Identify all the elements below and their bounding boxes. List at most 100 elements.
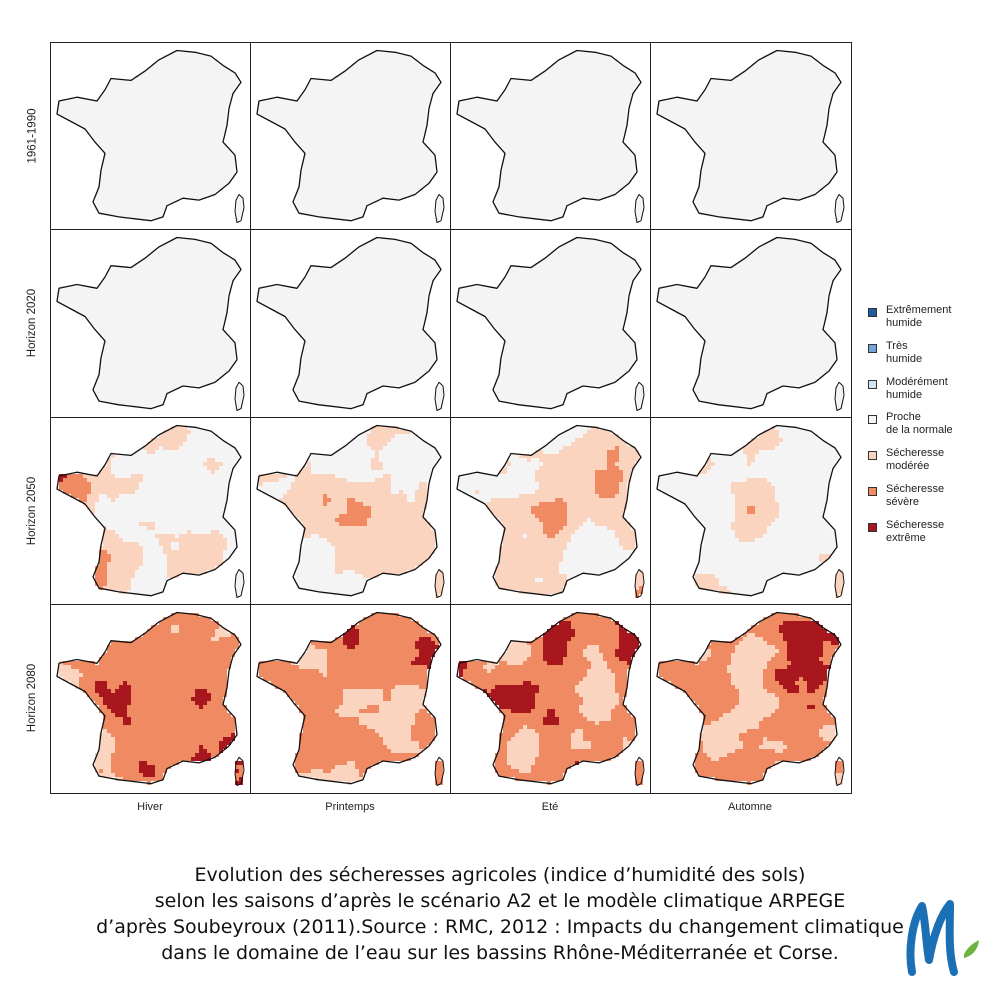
corsica-outline bbox=[634, 569, 645, 598]
soil-moisture-cells bbox=[59, 613, 243, 785]
france-outline bbox=[656, 424, 842, 597]
legend-label: Sécheresse extrême bbox=[886, 519, 996, 545]
france-map bbox=[656, 611, 845, 786]
corsica-outline bbox=[834, 569, 845, 598]
legend-swatch bbox=[868, 415, 877, 425]
france-outline bbox=[56, 611, 242, 785]
map-panel bbox=[651, 230, 851, 418]
legend-label-line-2: de la normale bbox=[886, 424, 996, 437]
caption-line-2: selon les saisons d’après le scénario A2… bbox=[0, 888, 1000, 914]
france-outline bbox=[56, 424, 242, 597]
map-panel bbox=[451, 418, 651, 605]
corsica-outline bbox=[634, 381, 645, 411]
france-outline bbox=[656, 236, 842, 410]
corsica-outline bbox=[634, 756, 645, 786]
map-panel bbox=[51, 605, 251, 793]
corsica-outline bbox=[834, 194, 845, 223]
france-map bbox=[456, 611, 645, 786]
figure-caption: Evolution des sécheresses agricoles (ind… bbox=[0, 862, 1000, 966]
corsica-outline bbox=[834, 381, 845, 411]
france-outline bbox=[456, 49, 642, 222]
map-panel bbox=[251, 43, 451, 230]
soil-moisture-cells bbox=[459, 51, 643, 223]
map-panel bbox=[451, 605, 651, 793]
row-label-text: 1961-1990 bbox=[26, 108, 38, 163]
france-map bbox=[656, 424, 845, 598]
caption-line-3: d’après Soubeyroux (2011).Source : RMC, … bbox=[0, 914, 1000, 940]
row-label-text: Horizon 2020 bbox=[26, 289, 38, 357]
legend-label-line-2: extrême bbox=[886, 532, 996, 545]
map-panel bbox=[651, 43, 851, 230]
caption-line-1: Evolution des sécheresses agricoles (ind… bbox=[0, 862, 1000, 888]
legend-swatch bbox=[868, 486, 877, 496]
row-label: Horizon 2080 bbox=[20, 604, 44, 792]
corsica-outline bbox=[234, 756, 245, 786]
france-map bbox=[656, 49, 845, 223]
legend-item: Extrêmement humide bbox=[868, 304, 998, 340]
soil-moisture-cells bbox=[659, 426, 843, 598]
map-panel bbox=[651, 605, 851, 793]
legend-label-line-2: humide bbox=[886, 317, 996, 330]
france-outline bbox=[256, 611, 442, 785]
logo-leaf bbox=[964, 940, 979, 958]
map-panel bbox=[451, 43, 651, 230]
france-outline bbox=[256, 424, 442, 597]
france-map bbox=[656, 236, 845, 411]
legend-label-line-1: Sécheresse bbox=[886, 447, 996, 460]
france-outline bbox=[656, 49, 842, 222]
soil-moisture-cells bbox=[59, 426, 243, 598]
legend-item: Sécheresse modérée bbox=[868, 447, 998, 483]
map-grid bbox=[50, 42, 852, 794]
brand-m-logo-icon bbox=[906, 900, 979, 976]
legend-item: Proche de la normale bbox=[868, 411, 998, 447]
map-panel bbox=[451, 230, 651, 418]
column-label: Hiver bbox=[50, 801, 250, 813]
france-map bbox=[256, 236, 445, 411]
map-panel bbox=[251, 605, 451, 793]
legend-label-line-1: Sécheresse bbox=[886, 519, 996, 532]
corsica-outline bbox=[434, 569, 445, 598]
legend-item: Sécheresse sévère bbox=[868, 483, 998, 519]
france-outline bbox=[456, 611, 642, 785]
row-label: 1961-1990 bbox=[20, 42, 44, 229]
legend-label: Sécheresse modérée bbox=[886, 447, 996, 473]
legend-swatch bbox=[868, 522, 877, 532]
row-label-text: Horizon 2080 bbox=[26, 664, 38, 732]
legend-swatch bbox=[868, 343, 877, 353]
legend-item: Modérément humide bbox=[868, 376, 998, 412]
legend-label-line-2: modérée bbox=[886, 460, 996, 473]
france-map bbox=[256, 49, 445, 223]
legend-label-line-2: humide bbox=[886, 353, 996, 366]
legend-swatch bbox=[868, 451, 877, 461]
france-map bbox=[456, 424, 645, 598]
france-map bbox=[456, 49, 645, 223]
legend-label-line-2: humide bbox=[886, 389, 996, 402]
soil-moisture-cells bbox=[59, 51, 243, 223]
soil-moisture-cells bbox=[59, 238, 243, 410]
legend-label: Extrêmement humide bbox=[886, 304, 996, 330]
legend-label: Modérément humide bbox=[886, 376, 996, 402]
soil-moisture-cells bbox=[459, 238, 643, 410]
france-outline bbox=[456, 424, 642, 597]
legend-swatch bbox=[868, 308, 877, 317]
legend-label-line-1: Sécheresse bbox=[886, 483, 996, 496]
column-label: Eté bbox=[450, 801, 650, 813]
legend-label: Sécheresse sévère bbox=[886, 483, 996, 509]
soil-moisture-cells bbox=[659, 613, 843, 785]
map-panel bbox=[251, 230, 451, 418]
france-outline bbox=[56, 49, 242, 222]
map-panel bbox=[51, 230, 251, 418]
column-label: Printemps bbox=[250, 801, 450, 813]
soil-moisture-cells bbox=[259, 238, 443, 410]
corsica-outline bbox=[234, 569, 245, 598]
france-map bbox=[256, 424, 445, 598]
corsica-outline bbox=[234, 194, 245, 223]
soil-moisture-cells bbox=[259, 51, 443, 223]
map-panel bbox=[51, 418, 251, 605]
france-map bbox=[256, 611, 445, 786]
legend-item: Très humide bbox=[868, 340, 998, 376]
corsica-outline bbox=[434, 381, 445, 411]
soil-moisture-cells bbox=[459, 613, 643, 785]
soil-moisture-cells bbox=[659, 238, 843, 410]
france-map bbox=[56, 611, 245, 786]
